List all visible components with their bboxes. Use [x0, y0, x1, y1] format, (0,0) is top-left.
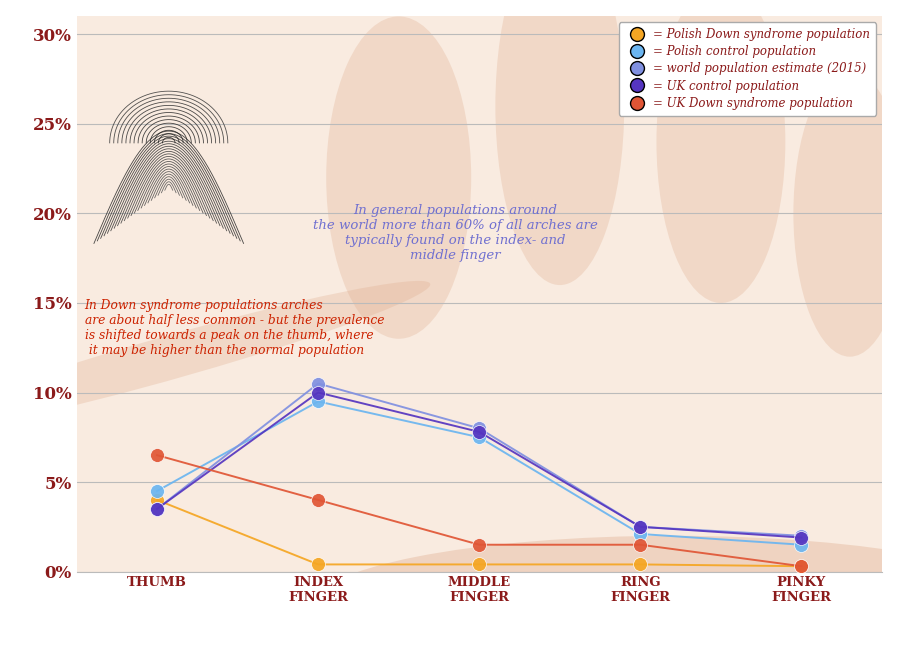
Ellipse shape	[310, 535, 900, 657]
Text: In general populations around
the world more than 60% of all arches are
typicall: In general populations around the world …	[312, 204, 598, 262]
Ellipse shape	[794, 70, 900, 357]
Text: In Down syndrome populations arches
are about half less common - but the prevale: In Down syndrome populations arches are …	[85, 300, 384, 357]
Ellipse shape	[0, 281, 430, 432]
Ellipse shape	[326, 16, 472, 339]
Legend: = Polish Down syndrome population, = Polish control population, = world populati: = Polish Down syndrome population, = Pol…	[619, 22, 876, 116]
Ellipse shape	[495, 0, 625, 285]
Ellipse shape	[656, 0, 786, 303]
